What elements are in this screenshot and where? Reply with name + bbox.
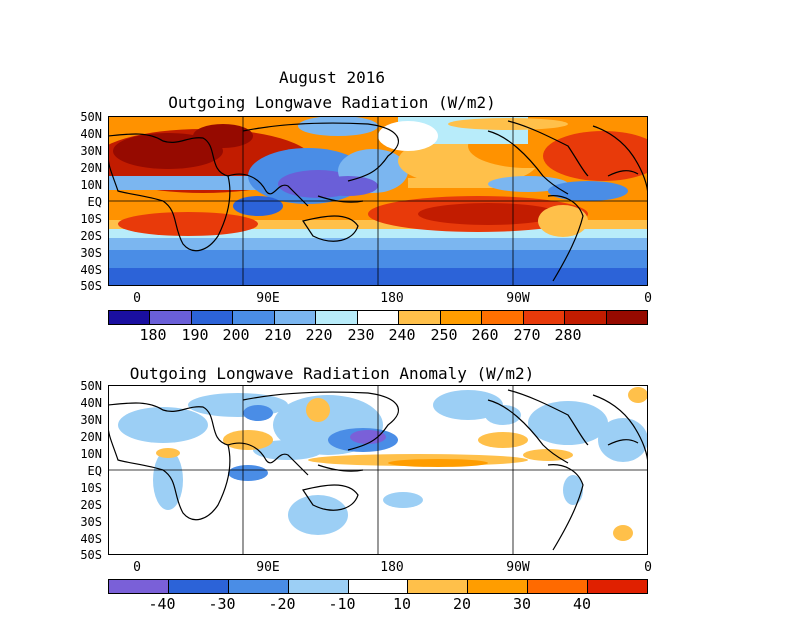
colorbar-label: 190 bbox=[181, 326, 209, 344]
lat-label: EQ bbox=[87, 195, 102, 209]
colorbar-swatch bbox=[606, 311, 648, 324]
colorbar-label: 10 bbox=[392, 595, 412, 613]
colorbar-swatch bbox=[233, 311, 275, 324]
lat-label: 40N bbox=[80, 127, 102, 141]
lat-label: 30N bbox=[80, 144, 102, 158]
lat-label: 50S bbox=[80, 548, 102, 562]
colorbar-label: 220 bbox=[305, 326, 333, 344]
olr-anomaly-panel-title: Outgoing Longwave Radiation Anomaly (W/m… bbox=[129, 364, 535, 383]
lat-label: 20N bbox=[80, 161, 102, 175]
lon-label: 90W bbox=[506, 291, 530, 306]
lat-label: 20S bbox=[80, 229, 102, 243]
lat-label: 40N bbox=[80, 396, 102, 410]
colorbar-swatch bbox=[408, 580, 469, 593]
colorbar-label: -10 bbox=[328, 595, 356, 613]
colorbar-swatch bbox=[399, 311, 441, 324]
colorbar-swatch bbox=[109, 580, 169, 593]
lat-label: EQ bbox=[87, 464, 102, 478]
colorbar-label: -40 bbox=[148, 595, 176, 613]
lon-label: 0 bbox=[133, 291, 141, 306]
colorbar-label: 240 bbox=[388, 326, 416, 344]
olr-panel-title: Outgoing Longwave Radiation (W/m2) bbox=[168, 93, 496, 112]
olr-colorbar bbox=[108, 310, 648, 325]
colorbar-swatch bbox=[440, 311, 483, 324]
olr-anomaly-map bbox=[108, 385, 648, 555]
colorbar-swatch bbox=[288, 580, 349, 593]
colorbar-swatch bbox=[168, 580, 229, 593]
olr-map bbox=[108, 116, 648, 286]
colorbar-swatch bbox=[274, 311, 317, 324]
colorbar-label: 180 bbox=[139, 326, 167, 344]
lat-label: 50S bbox=[80, 279, 102, 293]
colorbar-label: 30 bbox=[512, 595, 532, 613]
lat-label: 20N bbox=[80, 430, 102, 444]
lon-label: 0 bbox=[644, 560, 652, 575]
colorbar-label: -30 bbox=[208, 595, 236, 613]
month-title: August 2016 bbox=[279, 68, 385, 87]
lat-label: 30N bbox=[80, 413, 102, 427]
colorbar-swatch bbox=[316, 311, 358, 324]
colorbar-label: 250 bbox=[430, 326, 458, 344]
colorbar-swatch bbox=[348, 580, 409, 593]
lat-label: 20S bbox=[80, 498, 102, 512]
colorbar-swatch bbox=[357, 311, 400, 324]
lat-label: 10S bbox=[80, 481, 102, 495]
lon-label: 180 bbox=[380, 291, 404, 306]
lat-label: 10N bbox=[80, 178, 102, 192]
lon-label: 90E bbox=[256, 291, 280, 306]
colorbar-swatch bbox=[482, 311, 524, 324]
lat-label: 40S bbox=[80, 263, 102, 277]
lat-label: 50N bbox=[80, 379, 102, 393]
colorbar-swatch bbox=[565, 311, 607, 324]
lon-label: 90E bbox=[256, 560, 280, 575]
lat-label: 40S bbox=[80, 532, 102, 546]
colorbar-swatch bbox=[150, 311, 192, 324]
lon-label: 0 bbox=[133, 560, 141, 575]
lat-label: 50N bbox=[80, 110, 102, 124]
lat-label: 30S bbox=[80, 515, 102, 529]
lat-label: 10S bbox=[80, 212, 102, 226]
colorbar-swatch bbox=[109, 311, 151, 324]
colorbar-swatch bbox=[191, 311, 234, 324]
colorbar-label: 270 bbox=[513, 326, 541, 344]
colorbar-label: 210 bbox=[264, 326, 292, 344]
colorbar-label: -20 bbox=[268, 595, 296, 613]
colorbar-label: 20 bbox=[452, 595, 472, 613]
colorbar-label: 200 bbox=[222, 326, 250, 344]
colorbar-label: 260 bbox=[471, 326, 499, 344]
colorbar-label: 230 bbox=[347, 326, 375, 344]
lon-label: 0 bbox=[644, 291, 652, 306]
lon-label: 180 bbox=[380, 560, 404, 575]
lat-label: 30S bbox=[80, 246, 102, 260]
colorbar-swatch bbox=[523, 311, 566, 324]
colorbar-label: 40 bbox=[572, 595, 592, 613]
olr-anomaly-colorbar bbox=[108, 579, 648, 594]
colorbar-label: 280 bbox=[554, 326, 582, 344]
colorbar-swatch bbox=[468, 580, 529, 593]
colorbar-swatch bbox=[228, 580, 289, 593]
lon-label: 90W bbox=[506, 560, 530, 575]
colorbar-swatch bbox=[528, 580, 589, 593]
colorbar-swatch bbox=[588, 580, 648, 593]
lat-label: 10N bbox=[80, 447, 102, 461]
